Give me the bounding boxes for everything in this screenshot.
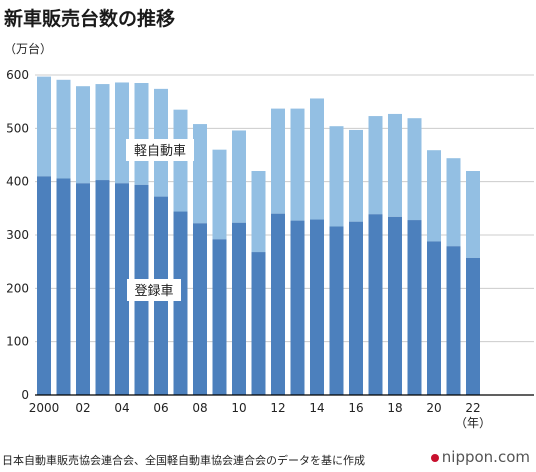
y-tick-label: 200 <box>6 281 29 295</box>
bar-registered-03 <box>95 180 110 395</box>
bar-registered-20 <box>427 241 441 395</box>
bar-registered-12 <box>271 213 285 395</box>
x-tick-label: 10 <box>231 401 246 415</box>
x-tick-label: 12 <box>270 401 285 415</box>
bar-kei-05 <box>134 83 149 185</box>
x-tick-label: 18 <box>387 401 402 415</box>
bar-registered-07 <box>173 211 188 395</box>
bar-registered-22 <box>466 257 480 395</box>
bar-kei-09 <box>212 149 227 240</box>
x-tick-label: 08 <box>192 401 207 415</box>
brand-dot-icon <box>430 453 439 462</box>
bar-kei-10 <box>232 130 246 223</box>
bar-kei-04 <box>115 82 129 184</box>
bar-kei-20 <box>427 150 441 242</box>
bar-registered-10 <box>232 222 246 395</box>
x-tick-label: 02 <box>75 401 90 415</box>
bar-registered-14 <box>310 219 324 395</box>
bar-kei-22 <box>466 171 480 258</box>
bar-kei-02 <box>76 86 90 184</box>
bar-kei-01 <box>56 79 71 179</box>
y-tick-label: 500 <box>6 121 29 135</box>
bar-kei-14 <box>310 98 324 220</box>
bar-kei-16 <box>349 129 363 222</box>
bar-kei-03 <box>95 84 110 181</box>
bar-kei-13 <box>290 108 305 221</box>
bar-registered-04 <box>115 183 129 395</box>
bar-kei-19 <box>407 118 422 221</box>
series-label-registered: 登録車 <box>134 284 173 299</box>
bar-kei-18 <box>388 113 402 217</box>
bar-registered-18 <box>388 216 402 395</box>
chart-title: 新車販売台数の推移 <box>4 8 176 30</box>
axis-layer: 0 100 200 300 400 500 600 2000 02 04 06 08 10 12 14 16 1… <box>6 68 534 430</box>
bars-layer <box>37 76 480 395</box>
bar-registered-2000 <box>37 176 51 395</box>
bar-kei-21 <box>446 158 461 247</box>
y-axis-unit-label: （万台） <box>4 42 53 56</box>
y-tick-label: 600 <box>6 68 29 82</box>
series-label-kei: 軽自動車 <box>134 144 186 159</box>
bar-registered-11 <box>251 252 266 395</box>
brand-name: nippon.com <box>441 448 530 466</box>
bar-registered-17 <box>368 214 383 395</box>
x-tick-label: 16 <box>348 401 363 415</box>
bar-kei-17 <box>368 116 383 215</box>
x-axis-unit-label: （年） <box>455 416 491 430</box>
x-tick-label: 22 <box>465 401 480 415</box>
bar-kei-12 <box>271 108 285 214</box>
bar-registered-13 <box>290 220 305 395</box>
brand-logo: nippon.com <box>430 448 530 466</box>
bar-kei-15 <box>329 126 344 227</box>
y-tick-label: 0 <box>21 388 29 402</box>
x-tick-label: 14 <box>309 401 324 415</box>
y-tick-label: 100 <box>6 335 29 349</box>
bar-kei-08 <box>193 124 207 224</box>
series-label-registered-box <box>127 279 181 301</box>
bar-registered-02 <box>76 183 90 395</box>
bar-registered-19 <box>407 220 422 395</box>
bar-kei-2000 <box>37 76 51 177</box>
x-tick-label: 2000 <box>29 401 60 415</box>
x-tick-label: 04 <box>114 401 129 415</box>
series-label-kei-box <box>126 139 194 161</box>
y-tick-label: 300 <box>6 228 29 242</box>
bar-registered-01 <box>56 178 71 395</box>
y-tick-label: 400 <box>6 175 29 189</box>
bar-registered-09 <box>212 239 227 395</box>
x-tick-label: 06 <box>153 401 168 415</box>
x-tick-label: 20 <box>426 401 441 415</box>
stacked-bar-chart: 0 100 200 300 400 500 600 2000 02 04 06 08 10 12 14 16 1… <box>6 68 534 430</box>
source-note: 日本自動車販売協会連合会、全国軽自動車協会連合会のデータを基に作成 <box>2 454 365 467</box>
bar-registered-15 <box>329 226 344 395</box>
bar-registered-08 <box>193 223 207 395</box>
bar-registered-16 <box>349 221 363 395</box>
bar-kei-11 <box>251 171 266 253</box>
bar-registered-21 <box>446 246 461 395</box>
